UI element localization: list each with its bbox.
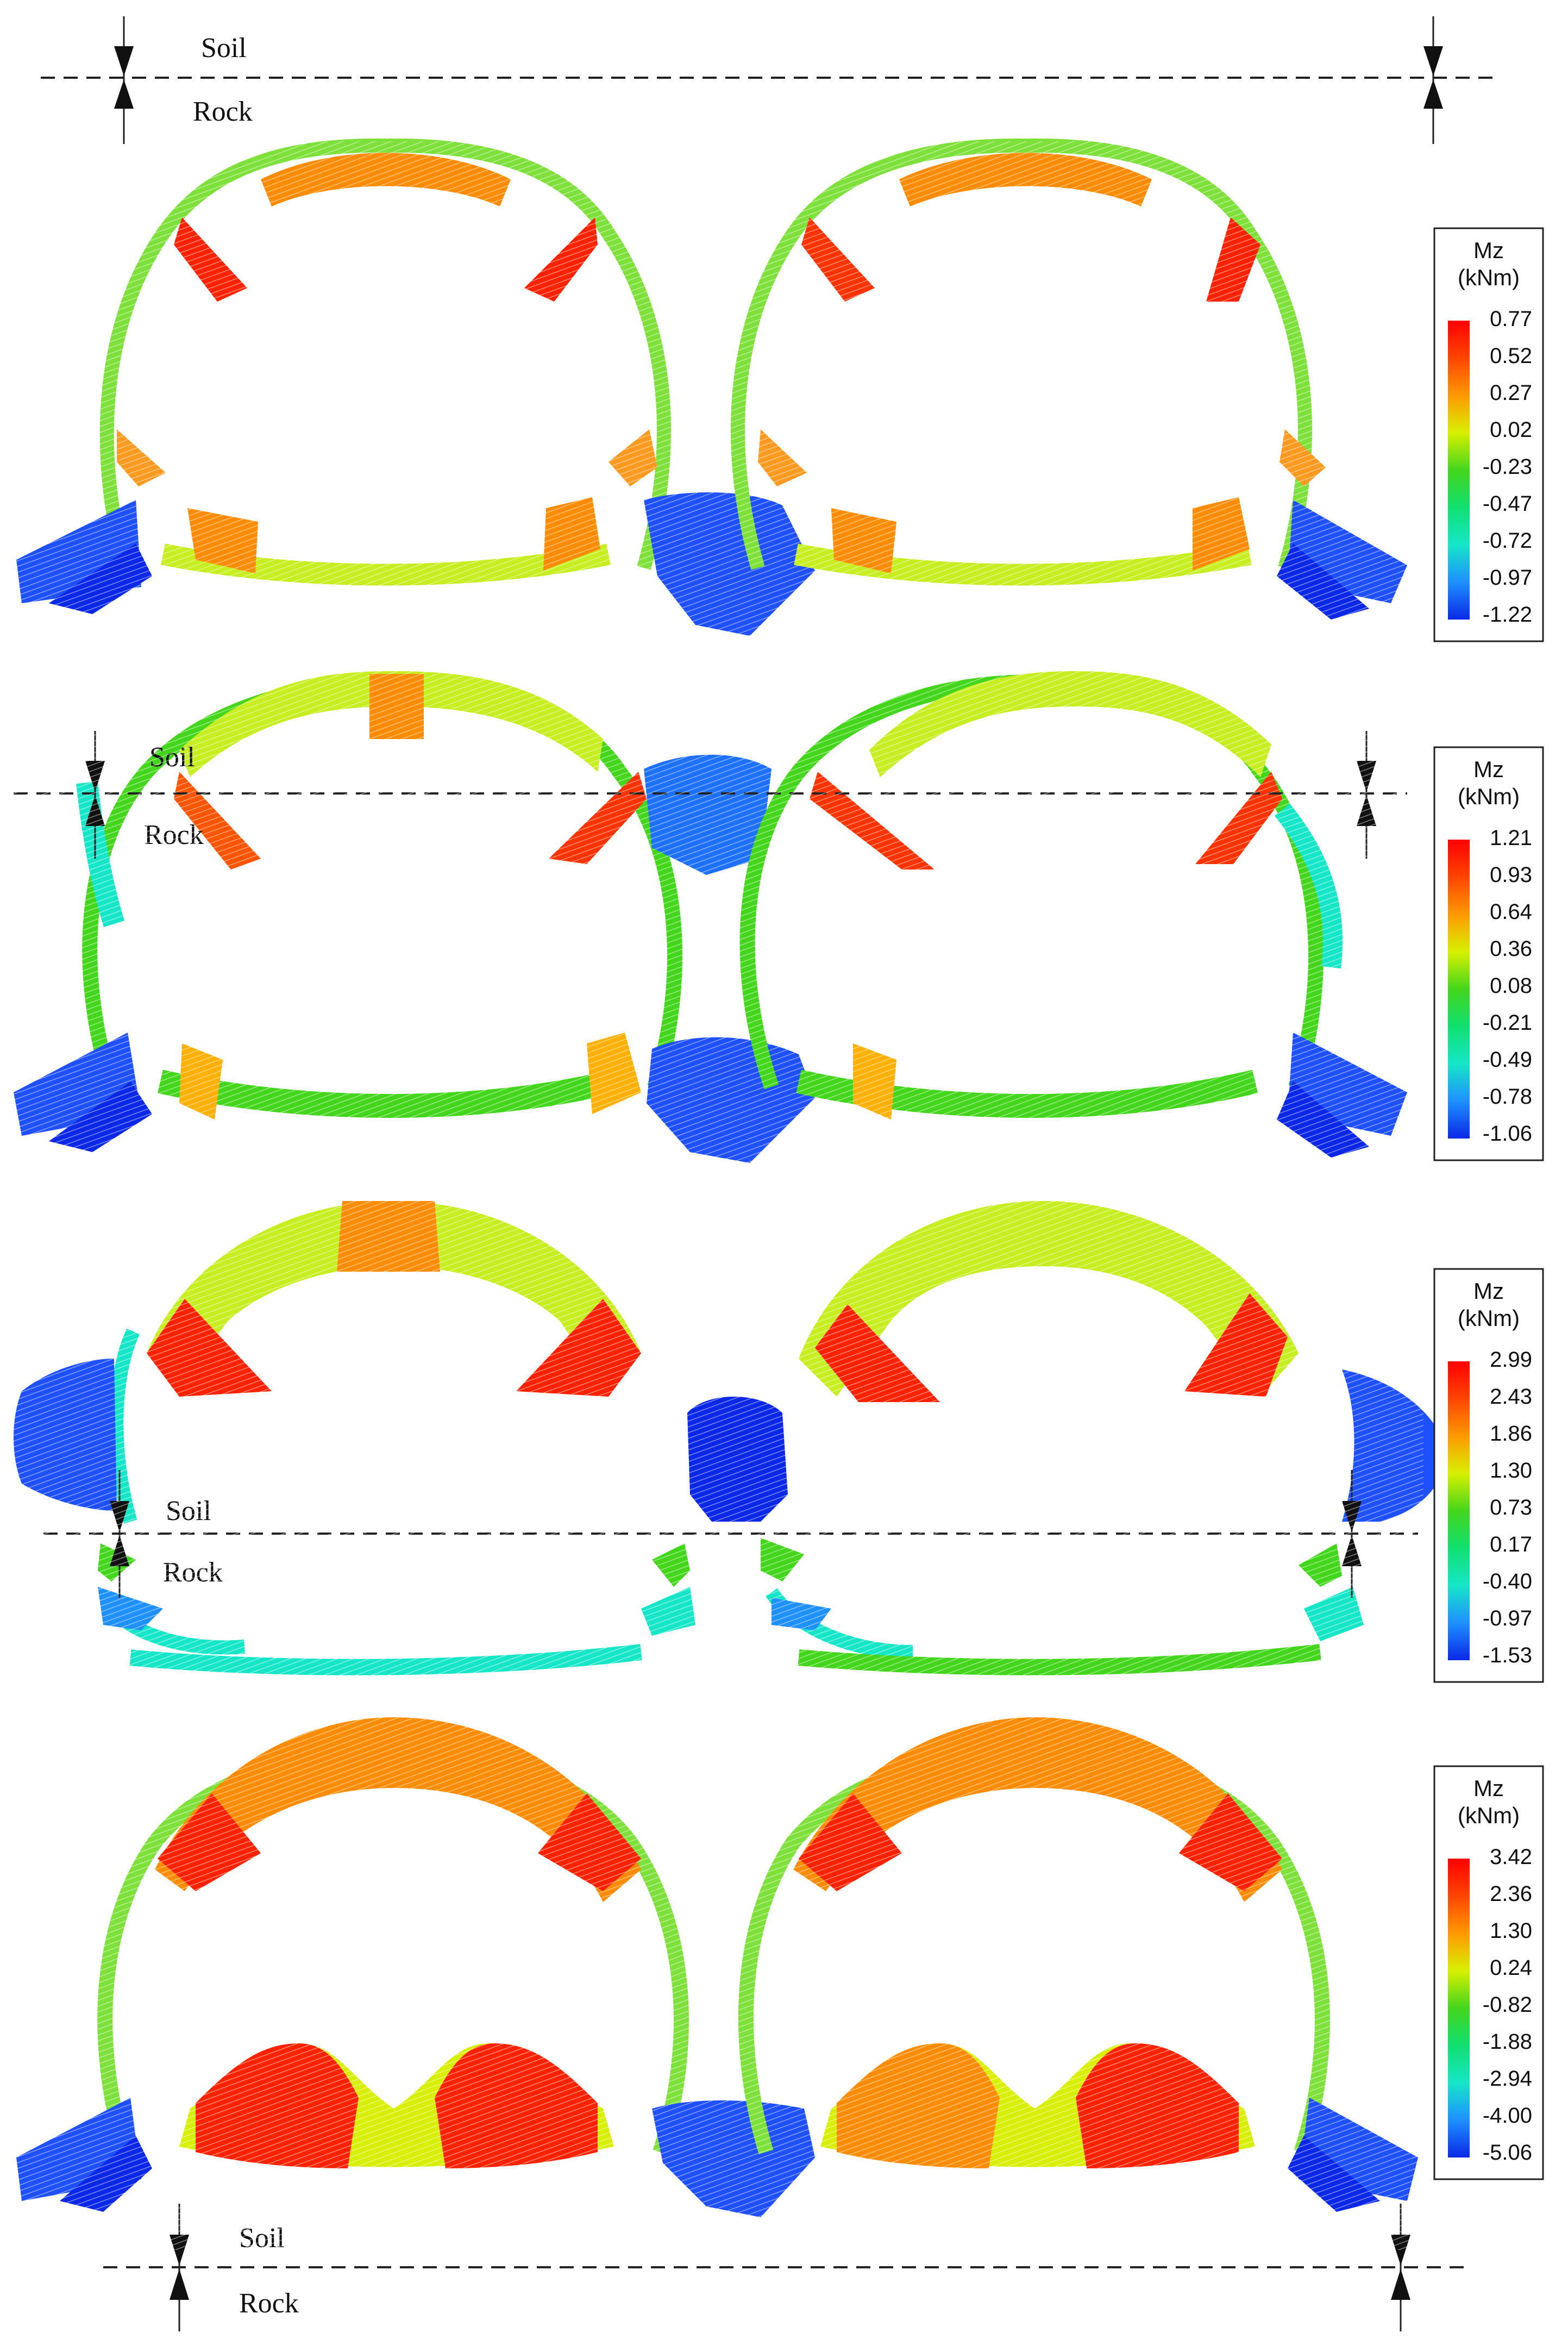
soil-label: Soil xyxy=(166,1496,211,1527)
legend-value: 0.36 xyxy=(1490,937,1532,961)
legend-unit: (kNm) xyxy=(1458,784,1520,809)
legend-value: 1.30 xyxy=(1490,1919,1532,1943)
legend-value: 0.52 xyxy=(1490,344,1532,368)
rock-label: Rock xyxy=(163,1557,223,1588)
legend-value: 0.27 xyxy=(1490,381,1532,405)
legend-value: 1.86 xyxy=(1490,1422,1532,1446)
legend-value: 0.17 xyxy=(1490,1533,1532,1556)
legend-colorbar xyxy=(1448,321,1470,620)
legend-unit: (kNm) xyxy=(1458,1803,1520,1828)
interface-marker-right xyxy=(1423,16,1443,144)
junction-center xyxy=(687,1397,788,1522)
legend-value: 3.42 xyxy=(1490,1845,1532,1869)
legend-panel-1: Mz (kNm) 0.77 0.52 0.27 0.02 -0.23 -0.47… xyxy=(1433,227,1544,642)
legend-value: -0.97 xyxy=(1483,1606,1532,1630)
legend-value: 0.73 xyxy=(1490,1496,1532,1519)
legend-title: Mz xyxy=(1473,1775,1504,1801)
legend-value: 0.24 xyxy=(1490,1956,1532,1980)
legend-title: Mz xyxy=(1473,1278,1504,1304)
rock-label: Rock xyxy=(239,2288,299,2319)
legend-value: -0.82 xyxy=(1483,1993,1532,2017)
legend-value: -1.53 xyxy=(1483,1643,1532,1667)
interface-marker-left xyxy=(114,16,134,144)
legend-value: 2.36 xyxy=(1490,1882,1532,1906)
legend-value: -1.22 xyxy=(1483,603,1532,627)
legend-colorbar xyxy=(1448,1859,1470,2157)
legend-value: -0.40 xyxy=(1483,1569,1532,1593)
legend-value: -1.88 xyxy=(1483,2030,1532,2054)
legend-value: 0.08 xyxy=(1490,974,1532,998)
legend-panel-2: Mz (kNm) 1.21 0.93 0.64 0.36 0.08 -0.21 … xyxy=(1433,746,1544,1161)
legend-value: 0.64 xyxy=(1490,900,1532,924)
soil-label: Soil xyxy=(149,742,195,773)
legend-unit: (kNm) xyxy=(1458,265,1520,290)
legend-value: -0.78 xyxy=(1483,1085,1532,1109)
legend-value: -5.06 xyxy=(1483,2141,1532,2165)
legend-value: -2.94 xyxy=(1483,2067,1532,2091)
legend-colorbar xyxy=(1448,840,1470,1139)
legend-value: 0.93 xyxy=(1490,863,1532,887)
legend-value: 0.77 xyxy=(1490,307,1532,331)
legend-unit: (kNm) xyxy=(1458,1305,1520,1331)
legend-title: Mz xyxy=(1473,756,1504,782)
legend-panel-3: Mz (kNm) 2.99 2.43 1.86 1.30 0.73 0.17 -… xyxy=(1433,1268,1544,1683)
legend-value: -0.72 xyxy=(1483,529,1532,553)
legend-value: 1.30 xyxy=(1490,1459,1532,1483)
legend-value: -0.47 xyxy=(1483,492,1532,516)
legend-value: -0.21 xyxy=(1483,1011,1532,1035)
legend-title: Mz xyxy=(1473,237,1504,263)
legend-value: -0.97 xyxy=(1483,566,1532,590)
soil-label: Soil xyxy=(201,33,247,64)
legend-value: -0.23 xyxy=(1483,455,1532,479)
rock-label: Rock xyxy=(193,96,253,127)
legend-value: -0.49 xyxy=(1483,1048,1532,1072)
legend-value: -1.06 xyxy=(1483,1122,1532,1146)
rock-label: Rock xyxy=(144,820,204,850)
legend-value: 2.99 xyxy=(1490,1348,1532,1372)
soil-label: Soil xyxy=(239,2223,285,2254)
legend-value: 2.43 xyxy=(1490,1385,1532,1409)
legend-colorbar xyxy=(1448,1361,1470,1660)
legend-panel-4: Mz (kNm) 3.42 2.36 1.30 0.24 -0.82 -1.88… xyxy=(1433,1765,1544,2180)
legend-value: 1.21 xyxy=(1490,826,1532,850)
legend-value: 0.02 xyxy=(1490,418,1532,442)
legend-value: -4.00 xyxy=(1483,2104,1532,2128)
